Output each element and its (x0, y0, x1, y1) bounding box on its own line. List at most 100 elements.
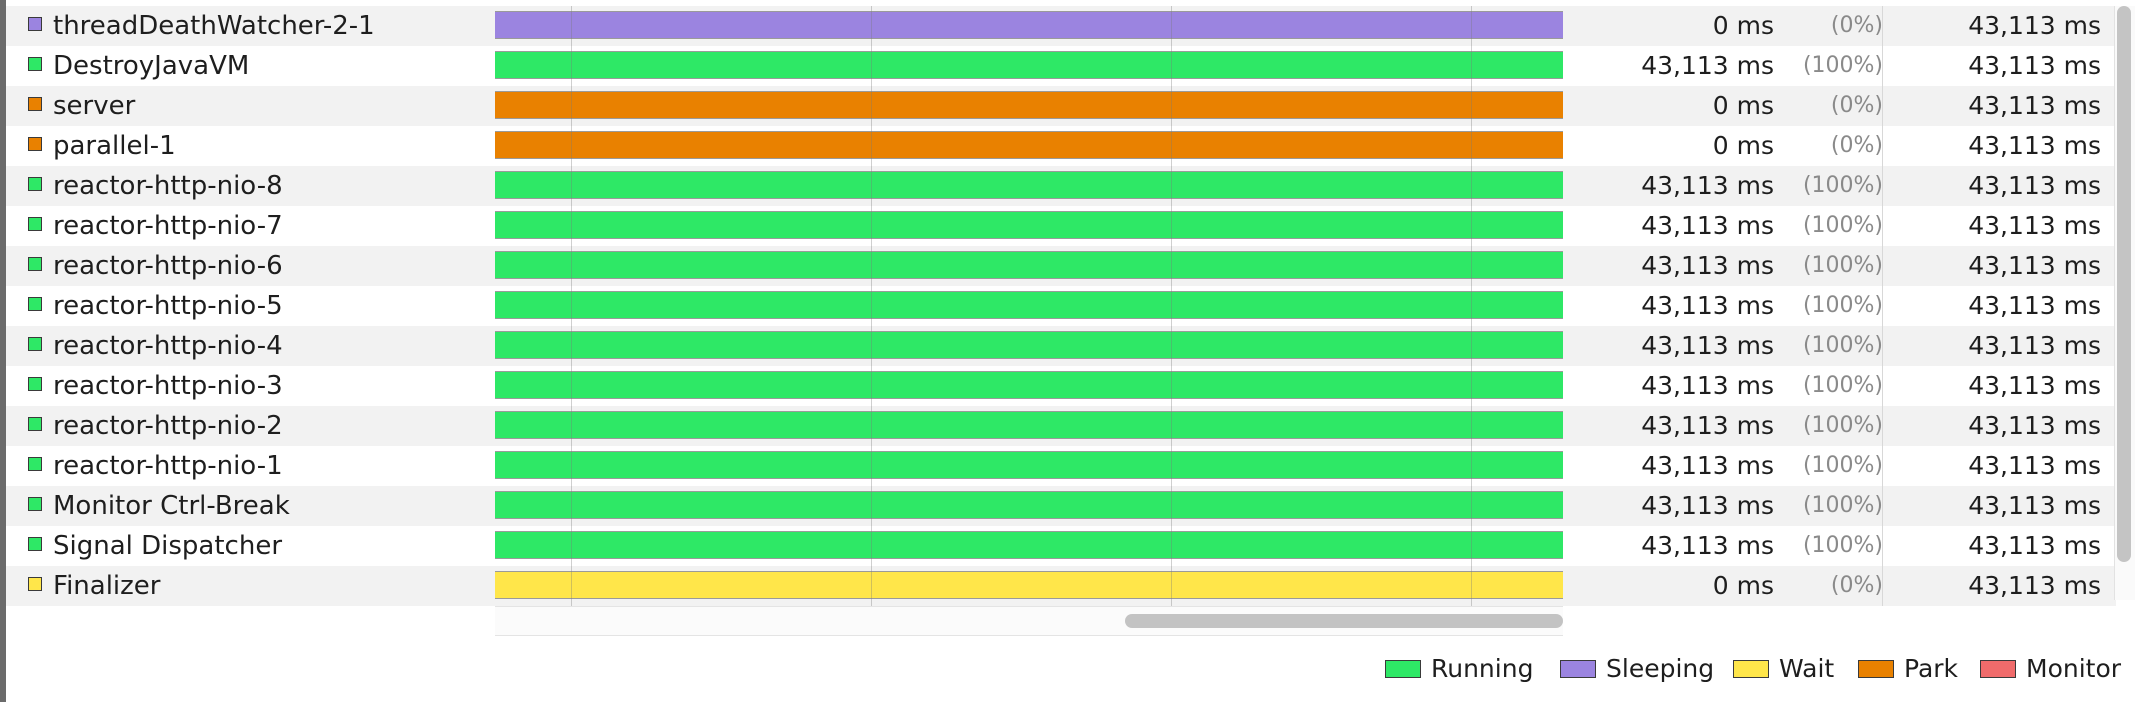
timeline-gridline (871, 326, 872, 366)
thread-timeline-bar[interactable] (495, 531, 1563, 559)
timeline-gridline (871, 166, 872, 206)
thread-timeline-bar[interactable] (495, 131, 1563, 159)
timeline-gridline (871, 486, 872, 526)
thread-row[interactable]: Monitor Ctrl-Break 43,113 ms (100%) 43,113 … (6, 486, 2116, 526)
thread-row[interactable]: reactor-http-nio-6 43,113 ms (100%) 43,113 … (6, 246, 2116, 286)
timeline-gridline (1471, 326, 1472, 366)
thread-state-time: 43,113 ms (1641, 291, 1774, 320)
thread-total-time: 43,113 ms (1968, 491, 2101, 520)
thread-state-percent: (100%) (1802, 453, 1883, 478)
thread-state-time: 0 ms (1712, 91, 1774, 120)
timeline-gridline (871, 126, 872, 166)
timeline-gridline (871, 566, 872, 606)
timeline-gridline (871, 446, 872, 486)
timeline-gridline (1471, 566, 1472, 606)
timeline-gridline (1171, 566, 1172, 606)
timeline-gridline (1471, 86, 1472, 126)
timeline-gridline (871, 286, 872, 326)
thread-name: Monitor Ctrl-Break (53, 491, 290, 521)
thread-state-swatch (28, 257, 42, 271)
thread-name: DestroyJavaVM (53, 51, 250, 81)
legend-label: Sleeping (1606, 654, 1715, 683)
thread-total-time: 43,113 ms (1968, 571, 2101, 600)
timeline-gridline (1471, 46, 1472, 86)
thread-state-percent: (100%) (1802, 53, 1883, 78)
timeline-gridline (571, 446, 572, 486)
thread-timeline-bar[interactable] (495, 211, 1563, 239)
thread-state-percent: (100%) (1802, 253, 1883, 278)
thread-row[interactable]: reactor-http-nio-2 43,113 ms (100%) 43,113 … (6, 406, 2116, 446)
thread-row[interactable]: reactor-http-nio-4 43,113 ms (100%) 43,113 … (6, 326, 2116, 366)
thread-timeline-bar[interactable] (495, 331, 1563, 359)
thread-timeline-bar[interactable] (495, 171, 1563, 199)
timeline-gridline (571, 366, 572, 406)
thread-timeline-bar[interactable] (495, 11, 1563, 39)
thread-row[interactable]: reactor-http-nio-3 43,113 ms (100%) 43,113 … (6, 366, 2116, 406)
thread-row[interactable]: reactor-http-nio-5 43,113 ms (100%) 43,113 … (6, 286, 2116, 326)
thread-timeline-bar[interactable] (495, 371, 1563, 399)
thread-timeline-bar[interactable] (495, 411, 1563, 439)
thread-row[interactable]: reactor-http-nio-7 43,113 ms (100%) 43,113 … (6, 206, 2116, 246)
thread-row[interactable]: server 0 ms (0%) 43,113 ms (6, 86, 2116, 126)
thread-state-time: 43,113 ms (1641, 51, 1774, 80)
thread-row[interactable]: Signal Dispatcher 43,113 ms (100%) 43,113 m… (6, 526, 2116, 566)
thread-row[interactable]: parallel-1 0 ms (0%) 43,113 ms (6, 126, 2116, 166)
timeline-gridline (571, 246, 572, 286)
thread-state-swatch (28, 337, 42, 351)
column-divider (1882, 6, 1883, 46)
timeline-gridline (871, 206, 872, 246)
thread-total-time: 43,113 ms (1968, 411, 2101, 440)
thread-state-time: 43,113 ms (1641, 451, 1774, 480)
legend-label: Monitor (2026, 654, 2122, 683)
thread-timeline-bar[interactable] (495, 291, 1563, 319)
timeline-gridline (1171, 526, 1172, 566)
timeline-gridline (871, 246, 872, 286)
thread-total-time: 43,113 ms (1968, 211, 2101, 240)
timeline-gridline (1471, 446, 1472, 486)
legend-label: Wait (1779, 654, 1835, 683)
thread-name: server (53, 91, 136, 121)
thread-timeline-bar[interactable] (495, 51, 1563, 79)
thread-state-percent: (100%) (1802, 413, 1883, 438)
thread-state-percent: (100%) (1802, 173, 1883, 198)
timeline-gridline (1471, 166, 1472, 206)
thread-row[interactable]: threadDeathWatcher-2-1 0 ms (0%) 43,113 ms (6, 6, 2116, 46)
vertical-scrollbar-thumb[interactable] (2117, 6, 2131, 562)
thread-row[interactable]: DestroyJavaVM 43,113 ms (100%) 43,113 ms (6, 46, 2116, 86)
column-divider (1882, 206, 1883, 246)
timeline-gridline (1171, 366, 1172, 406)
timeline-gridline (571, 286, 572, 326)
column-divider (1882, 566, 1883, 606)
column-divider (1882, 166, 1883, 206)
column-divider (1882, 486, 1883, 526)
thread-timeline-bar[interactable] (495, 91, 1563, 119)
timeline-gridline (1171, 406, 1172, 446)
timeline-gridline (1171, 86, 1172, 126)
thread-timeline-bar[interactable] (495, 251, 1563, 279)
timeline-horizontal-scrollbar-thumb[interactable] (1125, 614, 1563, 628)
thread-total-time: 43,113 ms (1968, 371, 2101, 400)
thread-state-time: 43,113 ms (1641, 331, 1774, 360)
thread-total-time: 43,113 ms (1968, 451, 2101, 480)
thread-state-percent: (0%) (1830, 93, 1883, 118)
legend-label: Park (1904, 654, 1959, 683)
thread-state-swatch (28, 297, 42, 311)
thread-state-percent: (100%) (1802, 533, 1883, 558)
timeline-gridline (871, 406, 872, 446)
timeline-gridline (1171, 446, 1172, 486)
timeline-gridline (1171, 326, 1172, 366)
thread-row[interactable]: reactor-http-nio-8 43,113 ms (100%) 43,113 … (6, 166, 2116, 206)
thread-timeline-bar[interactable] (495, 571, 1563, 599)
timeline-gridline (1471, 526, 1472, 566)
thread-row[interactable]: reactor-http-nio-1 43,113 ms (100%) 43,113 … (6, 446, 2116, 486)
legend-swatch (1385, 660, 1421, 678)
thread-timeline-bar[interactable] (495, 451, 1563, 479)
thread-name: parallel-1 (53, 131, 176, 161)
timeline-gridline (571, 6, 572, 46)
thread-state-swatch (28, 97, 42, 111)
thread-row[interactable]: Finalizer 0 ms (0%) 43,113 ms (6, 566, 2116, 606)
thread-state-swatch (28, 577, 42, 591)
timeline-gridline (571, 486, 572, 526)
thread-state-swatch (28, 57, 42, 71)
thread-timeline-bar[interactable] (495, 491, 1563, 519)
